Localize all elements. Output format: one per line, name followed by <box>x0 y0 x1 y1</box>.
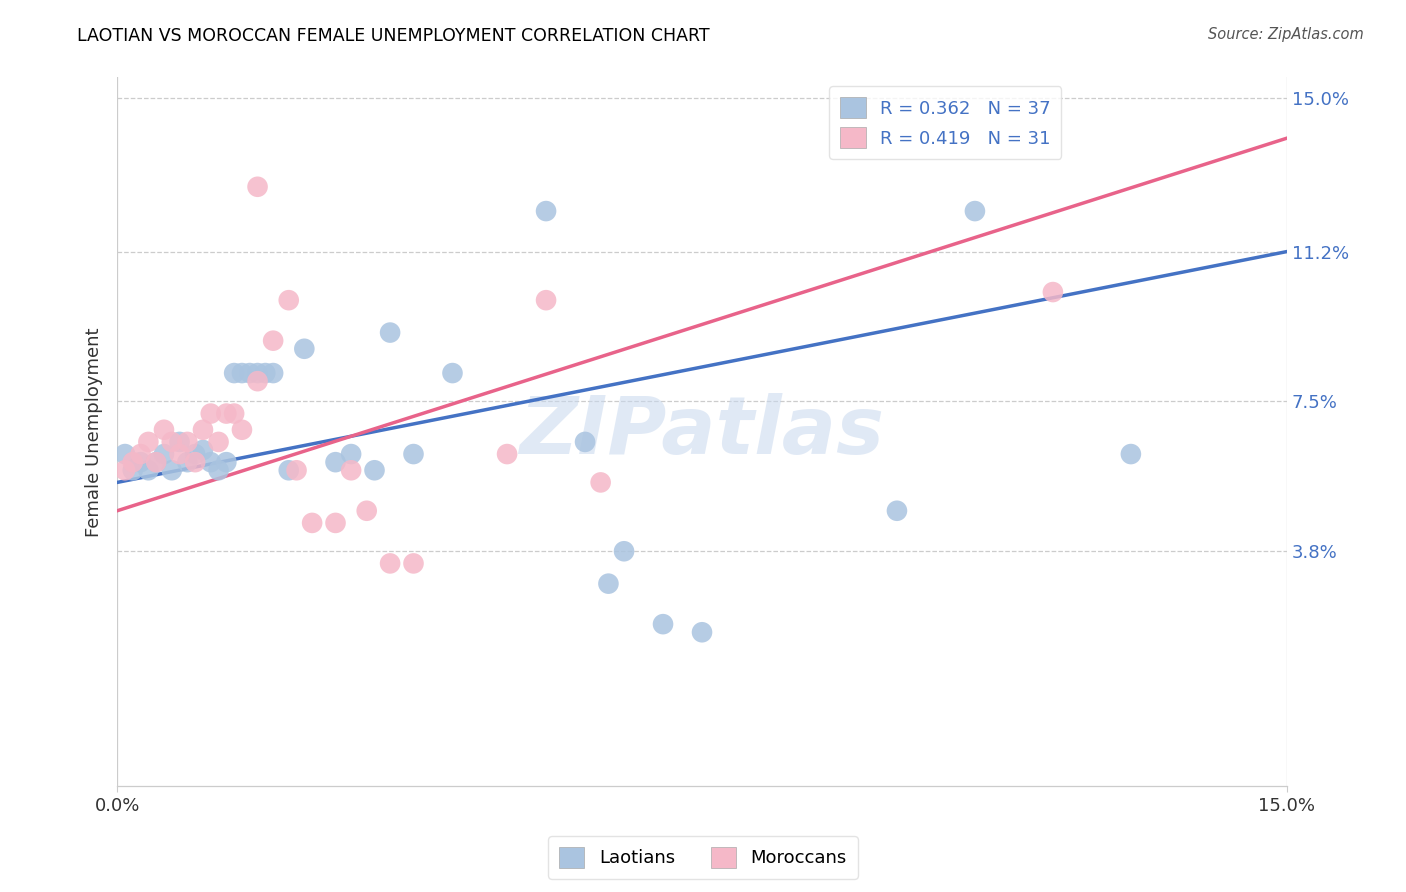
Point <box>963 204 986 219</box>
Point <box>160 434 183 449</box>
Point <box>534 204 557 219</box>
Point <box>231 366 253 380</box>
Point <box>215 455 238 469</box>
Point <box>340 447 363 461</box>
Point <box>246 366 269 380</box>
Point <box>285 463 308 477</box>
Text: ZIPatlas: ZIPatlas <box>519 392 884 471</box>
Point <box>169 447 191 461</box>
Point <box>378 557 401 571</box>
Point <box>138 463 160 477</box>
Point <box>402 447 425 461</box>
Point <box>215 407 238 421</box>
Point <box>1042 285 1064 299</box>
Point <box>574 434 596 449</box>
Point <box>402 557 425 571</box>
Point <box>277 293 299 308</box>
Point <box>340 463 363 477</box>
Point <box>114 447 136 461</box>
Point <box>160 463 183 477</box>
Point <box>169 434 191 449</box>
Point <box>356 504 378 518</box>
Point <box>262 366 284 380</box>
Point <box>254 366 277 380</box>
Point <box>224 407 246 421</box>
Point <box>191 423 214 437</box>
Point <box>886 504 908 518</box>
Point <box>378 326 401 340</box>
Point <box>207 463 229 477</box>
Point <box>534 293 557 308</box>
Point <box>121 455 143 469</box>
Point <box>176 434 198 449</box>
Point <box>129 447 152 461</box>
Point <box>207 434 229 449</box>
Point <box>121 463 143 477</box>
Point <box>589 475 612 490</box>
Point <box>246 374 269 388</box>
Point <box>153 447 176 461</box>
Point <box>690 625 713 640</box>
Point <box>441 366 464 380</box>
Y-axis label: Female Unemployment: Female Unemployment <box>86 327 103 537</box>
Legend: R = 0.362   N = 37, R = 0.419   N = 31: R = 0.362 N = 37, R = 0.419 N = 31 <box>830 87 1062 159</box>
Point <box>613 544 636 558</box>
Point <box>176 455 198 469</box>
Point <box>652 617 675 632</box>
Point <box>224 366 246 380</box>
Point <box>138 434 160 449</box>
Point <box>1119 447 1142 461</box>
Point <box>184 455 207 469</box>
Point <box>200 407 222 421</box>
Text: Source: ZipAtlas.com: Source: ZipAtlas.com <box>1208 27 1364 42</box>
Point <box>496 447 519 461</box>
Point <box>200 455 222 469</box>
Point <box>363 463 385 477</box>
Point <box>246 179 269 194</box>
Point <box>145 455 167 469</box>
Point <box>153 423 176 437</box>
Point <box>129 455 152 469</box>
Point <box>231 423 253 437</box>
Point <box>262 334 284 348</box>
Point <box>277 463 299 477</box>
Point <box>184 447 207 461</box>
Point <box>325 455 347 469</box>
Point <box>325 516 347 530</box>
Point <box>191 443 214 458</box>
Point <box>301 516 323 530</box>
Point <box>145 455 167 469</box>
Point <box>239 366 262 380</box>
Point <box>292 342 315 356</box>
Legend: Laotians, Moroccans: Laotians, Moroccans <box>548 836 858 879</box>
Point <box>114 463 136 477</box>
Point <box>598 576 620 591</box>
Text: LAOTIAN VS MOROCCAN FEMALE UNEMPLOYMENT CORRELATION CHART: LAOTIAN VS MOROCCAN FEMALE UNEMPLOYMENT … <box>77 27 710 45</box>
